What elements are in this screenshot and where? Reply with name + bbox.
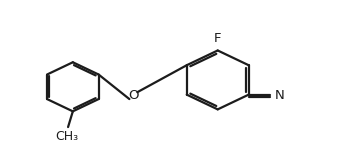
Text: F: F: [214, 32, 222, 45]
Text: O: O: [128, 89, 139, 102]
Text: CH₃: CH₃: [55, 130, 79, 143]
Text: N: N: [275, 89, 284, 102]
